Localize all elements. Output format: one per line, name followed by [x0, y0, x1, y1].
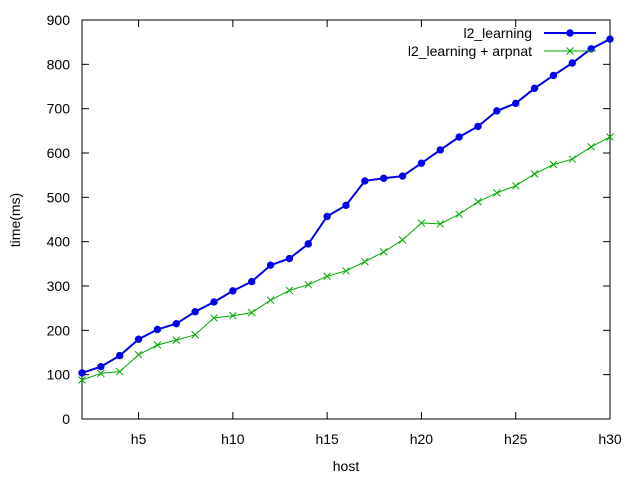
- data-point: [266, 296, 275, 305]
- y-tick-label: 500: [47, 189, 71, 205]
- data-point: [474, 122, 482, 131]
- x-tick-label: h20: [410, 431, 434, 447]
- data-point: [210, 298, 218, 306]
- data-point: [285, 254, 294, 263]
- data-point: [229, 287, 237, 295]
- y-tick-label: 900: [47, 12, 71, 28]
- x-axis-label: host: [333, 458, 360, 474]
- x-tick-label: h25: [504, 431, 528, 447]
- data-point: [304, 280, 313, 289]
- y-tick-label: 100: [47, 367, 71, 383]
- legend-swatch-marker: [566, 47, 574, 55]
- data-point: [134, 350, 143, 359]
- data-point: [398, 172, 407, 180]
- x-tick-label: h15: [315, 431, 339, 447]
- y-tick-label: 0: [62, 411, 70, 427]
- plot-frame: [81, 19, 611, 420]
- y-tick-label: 800: [47, 56, 71, 72]
- data-point: [380, 174, 388, 182]
- legend-entry: l2_learning: [464, 25, 596, 41]
- y-tick-label: 700: [47, 101, 71, 117]
- data-point: [568, 59, 576, 67]
- data-point: [417, 219, 426, 227]
- data-point: [248, 277, 256, 286]
- y-axis-label: time(ms): [7, 193, 23, 247]
- data-point: [266, 261, 275, 269]
- data-point: [247, 308, 256, 317]
- data-point: [285, 286, 294, 295]
- data-point: [436, 146, 444, 154]
- legend-label: l2_learning + arpnat: [408, 43, 532, 59]
- x-tick-label: h30: [598, 431, 622, 447]
- data-point: [97, 369, 105, 378]
- data-point: [229, 311, 237, 320]
- legend: l2_learning l2_learning + arpnat: [408, 25, 596, 59]
- data-point: [78, 369, 86, 377]
- data-point: [417, 159, 426, 167]
- data-point: [361, 177, 369, 185]
- data-point: [97, 362, 105, 371]
- data-point: [191, 330, 199, 339]
- y-tick-label: 600: [47, 145, 71, 161]
- legend-label: l2_learning: [464, 25, 533, 41]
- data-point: [549, 160, 558, 169]
- data-point: [361, 257, 369, 266]
- y-tick-label: 200: [47, 322, 71, 338]
- data-point: [115, 367, 124, 376]
- data-point: [153, 341, 162, 349]
- data-point: [455, 133, 463, 141]
- legend-entry: l2_learning + arpnat: [408, 43, 596, 59]
- data-point: [323, 272, 331, 281]
- data-point: [606, 133, 614, 141]
- data-point: [568, 155, 577, 164]
- x-tick-label: h5: [131, 431, 147, 447]
- legend-swatch-marker: [566, 29, 574, 37]
- x-axis: h5 h10 h15 h20 h25 h30: [131, 20, 622, 447]
- series-line: [81, 136, 611, 381]
- data-point: [549, 71, 558, 80]
- x-tick-label: h10: [221, 431, 245, 447]
- data-point: [493, 189, 501, 197]
- series-layer: [78, 35, 614, 384]
- series-l2-learning: [78, 35, 614, 377]
- data-point: [530, 84, 539, 92]
- y-tick-label: 300: [47, 278, 71, 294]
- data-point: [436, 220, 445, 228]
- data-point: [474, 197, 482, 206]
- y-tick-label: 400: [47, 234, 71, 250]
- data-point: [606, 35, 614, 43]
- y-axis: 0 100 200 300 400 500 600 700 800 900: [47, 12, 610, 427]
- data-point: [172, 336, 181, 344]
- data-point: [530, 169, 539, 178]
- data-point: [134, 335, 143, 343]
- data-point: [191, 308, 199, 316]
- data-point: [153, 325, 162, 334]
- data-point: [342, 267, 350, 275]
- data-point: [342, 201, 350, 210]
- data-point: [493, 107, 501, 115]
- data-point: [455, 210, 463, 219]
- series-l2-learning-arpnat: [78, 133, 614, 384]
- data-point: [587, 45, 595, 53]
- data-point: [323, 212, 331, 221]
- data-point: [587, 142, 595, 151]
- data-point: [78, 376, 86, 384]
- data-point: [172, 319, 180, 328]
- data-point: [116, 351, 124, 360]
- data-point: [210, 314, 218, 322]
- data-point: [304, 240, 312, 248]
- data-point: [511, 181, 520, 190]
- data-point: [379, 248, 388, 256]
- data-point: [398, 236, 407, 244]
- data-point: [512, 99, 520, 108]
